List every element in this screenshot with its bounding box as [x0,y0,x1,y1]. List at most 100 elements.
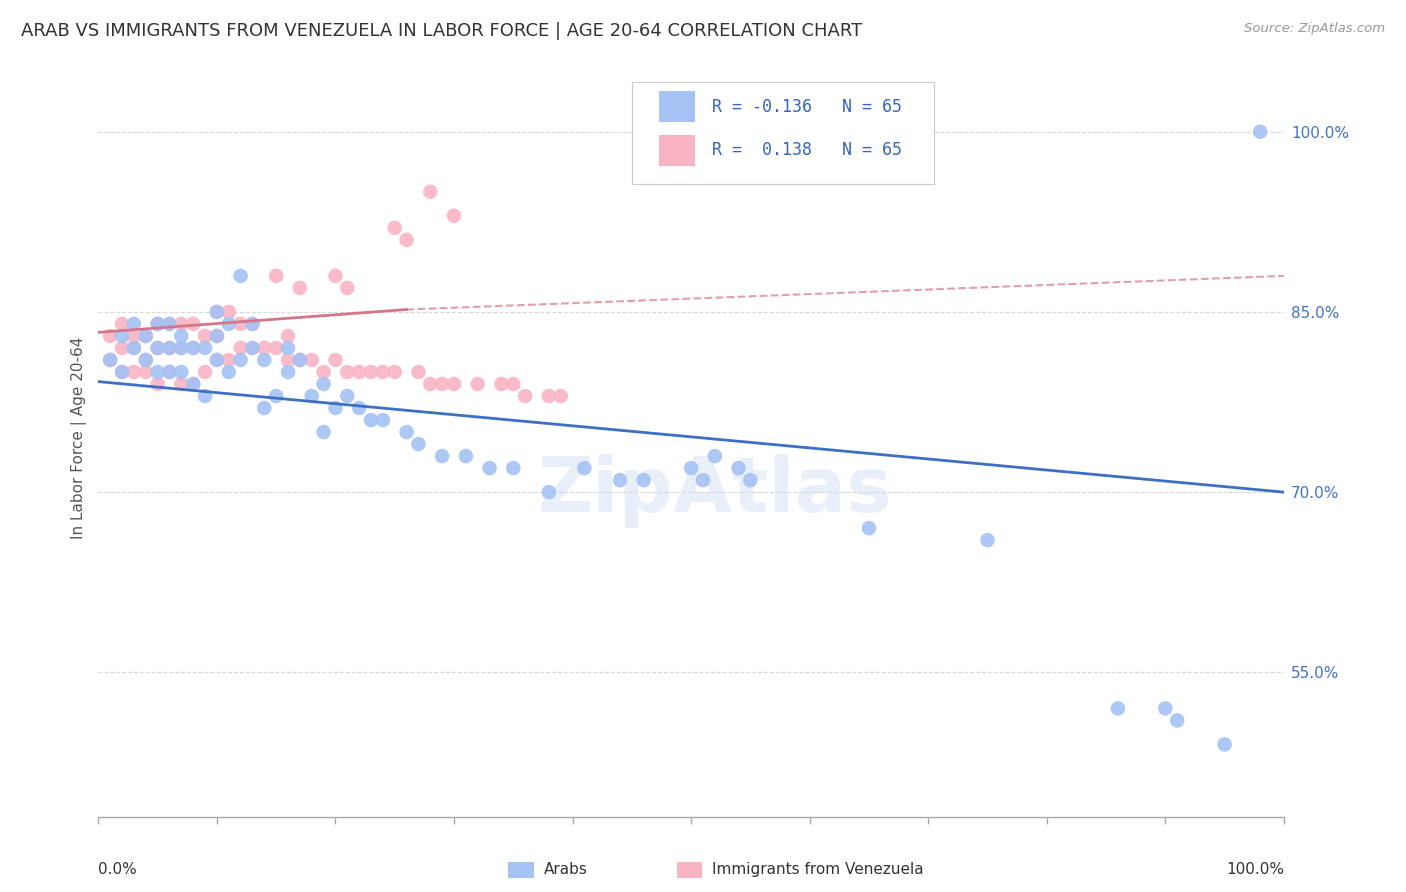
Point [181,341,204,355]
Point [229,317,252,331]
Point [347,365,370,379]
Point [135,353,157,368]
Point [135,329,157,343]
Point [264,341,287,355]
Point [111,365,134,379]
Point [419,376,441,391]
Point [181,317,204,331]
Point [229,341,252,355]
Point [1154,701,1177,715]
Point [430,449,453,463]
Point [159,317,181,331]
Point [277,353,299,368]
Point [159,341,181,355]
Point [170,365,193,379]
Text: R = -0.136   N = 65: R = -0.136 N = 65 [713,97,903,116]
Point [312,376,335,391]
Point [205,329,228,343]
Point [360,413,382,427]
Point [242,341,264,355]
Point [135,353,157,368]
Point [443,376,465,391]
Point [419,185,441,199]
Point [122,341,145,355]
Text: ARAB VS IMMIGRANTS FROM VENEZUELA IN LABOR FORCE | AGE 20-64 CORRELATION CHART: ARAB VS IMMIGRANTS FROM VENEZUELA IN LAB… [21,22,862,40]
Point [371,365,394,379]
Point [98,353,121,368]
Point [253,353,276,368]
Point [205,329,228,343]
Point [122,329,145,343]
Point [205,353,228,368]
Point [325,353,347,368]
Point [194,341,217,355]
Point [229,353,252,368]
Point [740,473,762,487]
Point [454,449,477,463]
Point [1249,125,1271,139]
Point [478,461,501,475]
Point [325,401,347,415]
Point [502,376,524,391]
Point [312,365,335,379]
Point [253,401,276,415]
Point [336,281,359,295]
Point [205,305,228,319]
Point [159,365,181,379]
Point [181,376,204,391]
FancyBboxPatch shape [659,136,695,166]
Point [288,281,311,295]
Point [146,341,169,355]
Point [491,376,513,391]
Text: R =  0.138   N = 65: R = 0.138 N = 65 [713,142,903,160]
Point [170,317,193,331]
Point [159,317,181,331]
Point [537,485,560,500]
Point [242,317,264,331]
Point [692,473,714,487]
Point [253,341,276,355]
Point [574,461,596,475]
Point [122,341,145,355]
Point [301,353,323,368]
Point [550,389,572,403]
Point [218,365,240,379]
Point [98,353,121,368]
Text: Immigrants from Venezuela: Immigrants from Venezuela [713,863,924,877]
Point [181,341,204,355]
FancyBboxPatch shape [631,82,934,185]
Point [205,353,228,368]
Point [395,425,418,439]
Point [194,365,217,379]
Point [111,329,134,343]
Point [218,317,240,331]
Point [443,209,465,223]
Point [170,341,193,355]
Point [336,389,359,403]
Point [159,341,181,355]
Point [111,365,134,379]
Point [229,268,252,283]
Point [242,317,264,331]
Point [681,461,703,475]
Point [181,376,204,391]
Point [336,365,359,379]
Point [277,365,299,379]
Point [858,521,880,535]
Point [727,461,749,475]
Point [288,353,311,368]
Point [360,365,382,379]
Text: ZipAtlas: ZipAtlas [537,454,893,528]
Point [146,376,169,391]
Point [609,473,631,487]
Point [633,473,655,487]
Point [312,425,335,439]
Point [513,389,536,403]
Point [111,341,134,355]
Point [703,449,725,463]
Point [277,341,299,355]
Point [408,437,430,451]
Point [242,341,264,355]
Point [159,365,181,379]
Point [502,461,524,475]
